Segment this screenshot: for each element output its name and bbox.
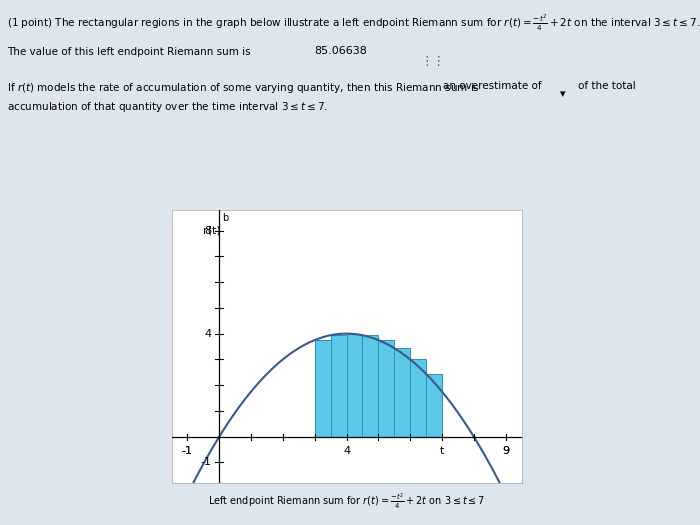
Text: (1 point) The rectangular regions in the graph below illustrate a left endpoint : (1 point) The rectangular regions in the… — [7, 13, 700, 33]
Text: 85.06638: 85.06638 — [315, 46, 368, 56]
Bar — [346, 333, 363, 437]
Text: The value of this left endpoint Riemann sum is: The value of this left endpoint Riemann … — [7, 47, 251, 57]
Text: of the total: of the total — [578, 81, 636, 91]
Text: 4: 4 — [343, 446, 350, 456]
Bar — [410, 360, 426, 437]
Bar — [426, 374, 442, 437]
Text: ⋮⋮: ⋮⋮ — [420, 55, 445, 68]
Text: an overestimate of: an overestimate of — [442, 81, 541, 91]
Text: b: b — [223, 213, 229, 223]
Text: t: t — [440, 446, 444, 456]
Text: If $r(t)$ models the rate of accumulation of some varying quantity, then this Ri: If $r(t)$ models the rate of accumulatio… — [7, 81, 480, 96]
Text: -1: -1 — [182, 446, 193, 456]
Bar — [378, 340, 394, 437]
Text: r(t): r(t) — [203, 225, 221, 235]
Bar — [394, 348, 410, 437]
Text: ▾: ▾ — [560, 89, 566, 99]
Bar — [315, 340, 330, 437]
Text: 4: 4 — [204, 329, 211, 339]
Text: 9: 9 — [502, 446, 509, 456]
Text: Left endpoint Riemann sum for $r(t) = \frac{-t^2}{4} + 2t$ on $3 \leq t \leq 7$: Left endpoint Riemann sum for $r(t) = \f… — [208, 491, 485, 511]
Text: 9: 9 — [502, 446, 509, 456]
Bar — [330, 335, 346, 437]
Text: -1: -1 — [200, 457, 211, 467]
Bar — [363, 335, 378, 437]
Text: 8: 8 — [204, 226, 211, 236]
Text: accumulation of that quantity over the time interval $3 \leq t \leq 7$.: accumulation of that quantity over the t… — [7, 100, 328, 114]
Text: -1: -1 — [182, 446, 193, 456]
